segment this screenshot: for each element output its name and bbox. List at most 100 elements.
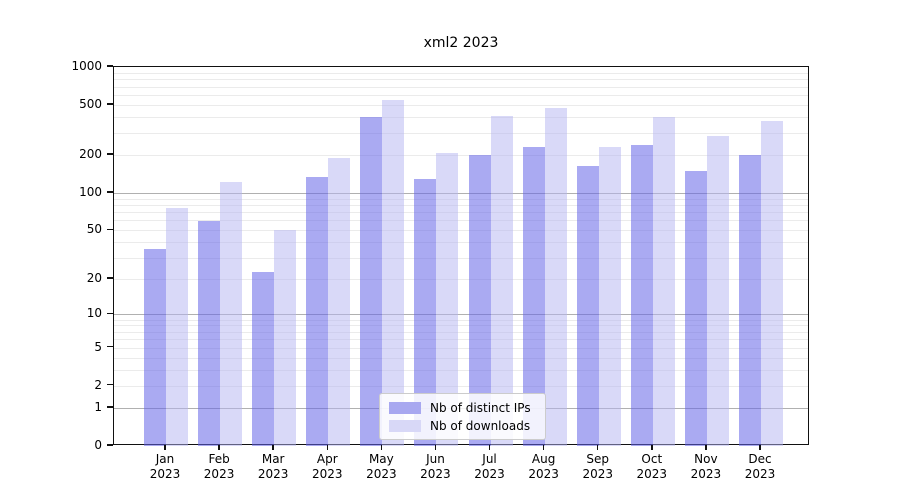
y-tick-label-200: 200: [79, 147, 102, 162]
x-tick-jul: [488, 445, 491, 450]
x-tick-jan: [164, 445, 166, 450]
x-tick-apr: [326, 445, 328, 450]
gridline-minor-3: [114, 369, 808, 371]
gridline-major-100: [114, 192, 808, 194]
x-tick-year: 2023: [366, 467, 397, 481]
gridline-minor-5: [114, 347, 808, 349]
bar-distinct-ips-dec: [738, 154, 761, 446]
x-tick-year: 2023: [149, 467, 181, 481]
x-tick-month: Aug: [531, 452, 556, 466]
legend-entry-downloads: Nb of downloads: [389, 417, 536, 434]
gridline-minor-900: [114, 72, 808, 74]
x-tick-jun: [434, 445, 437, 450]
bar-distinct-ips-nov: [684, 171, 707, 446]
y-tick-label-1000: 1000: [71, 59, 102, 73]
y-tick-label-100: 100: [79, 184, 102, 199]
plot-area: [113, 66, 809, 446]
gridline-minor-400: [114, 117, 808, 119]
x-tick-label-apr: Apr 2023: [297, 452, 357, 482]
gridline-minor-8: [114, 325, 808, 327]
y-tick-label-0: 0: [94, 438, 102, 452]
x-tick-oct: [651, 445, 653, 450]
x-tick-label-jun: Jun 2023: [405, 452, 465, 482]
y-tick-label-20: 20: [86, 270, 102, 285]
bar-distinct-ips-jun: [414, 178, 437, 446]
gridline-minor-2: [114, 385, 808, 387]
legend: Nb of distinct IPs Nb of downloads: [379, 393, 546, 440]
legend-label-distinct-ips: Nb of distinct IPs: [430, 400, 531, 415]
gridline-minor-800: [114, 79, 808, 81]
bar-distinct-ips-apr: [306, 176, 329, 446]
x-tick-label-may: May 2023: [351, 452, 411, 482]
x-tick-feb: [218, 445, 220, 450]
bar-distinct-ips-oct: [630, 145, 653, 446]
legend-swatch-distinct-ips: [389, 401, 421, 414]
x-tick-month: Jul: [482, 452, 497, 466]
x-tick-year: 2023: [203, 467, 235, 481]
gridline-minor-300: [114, 132, 808, 134]
gridline-minor-200: [114, 155, 808, 157]
bar-downloads-aug: [544, 108, 567, 446]
bar-downloads-feb: [220, 182, 243, 446]
gridline-minor-50: [114, 230, 808, 232]
bar-distinct-ips-jan: [144, 249, 166, 446]
y-tick-1: [107, 406, 113, 408]
y-tick-5: [107, 346, 113, 348]
x-tick-sep: [597, 445, 599, 450]
x-tick-nov: [705, 445, 707, 450]
y-tick-200: [107, 153, 113, 155]
chart-title: xml2 2023: [423, 35, 499, 51]
x-tick-month: Nov: [694, 452, 718, 466]
x-tick-month: Dec: [748, 452, 772, 466]
x-tick-label-feb: Feb 2023: [189, 452, 249, 482]
x-tick-dec: [759, 445, 761, 450]
x-tick-label-aug: Aug 2023: [514, 452, 574, 482]
bar-distinct-ips-aug: [522, 147, 545, 446]
x-tick-year: 2023: [744, 467, 776, 481]
gridline-minor-30: [114, 257, 808, 259]
bar-downloads-jun: [436, 152, 459, 446]
y-tick-500: [107, 103, 113, 105]
x-tick-month: Apr: [316, 452, 338, 466]
x-tick-label-dec: Dec 2023: [730, 452, 790, 482]
gridline-minor-70: [114, 212, 808, 214]
y-tick-100: [107, 191, 113, 193]
bar-downloads-apr: [328, 158, 351, 446]
x-tick-label-sep: Sep 2023: [568, 452, 628, 482]
legend-entry-distinct-ips: Nb of distinct IPs: [389, 399, 536, 416]
gridline-minor-90: [114, 198, 808, 200]
x-tick-month: Jan: [155, 452, 175, 466]
x-tick-label-jan: Jan 2023: [135, 452, 195, 482]
x-tick-month: Feb: [208, 452, 230, 466]
x-tick-month: Mar: [261, 452, 285, 466]
bar-downloads-jul: [490, 115, 513, 446]
gridline-minor-7: [114, 331, 808, 333]
y-tick-1000: [107, 65, 113, 67]
bar-distinct-ips-jul: [468, 154, 491, 446]
x-tick-month: May: [368, 452, 394, 466]
x-tick-label-mar: Mar 2023: [243, 452, 303, 482]
y-tick-label-2: 2: [94, 377, 102, 392]
x-tick-label-jul: Jul 2023: [460, 452, 520, 482]
gridline-minor-600: [114, 94, 808, 96]
y-tick-label-1: 1: [94, 399, 102, 414]
bar-distinct-ips-feb: [198, 221, 221, 446]
x-tick-month: Jun: [426, 452, 445, 466]
bar-downloads-oct: [652, 116, 675, 446]
bar-downloads-may: [382, 100, 405, 446]
legend-label-downloads: Nb of downloads: [430, 418, 531, 433]
x-tick-label-nov: Nov 2023: [676, 452, 736, 482]
y-tick-2: [107, 384, 113, 386]
y-tick-0: [107, 444, 113, 446]
x-tick-month: Sep: [586, 452, 610, 466]
x-tick-may: [380, 445, 383, 450]
gridline-minor-500: [114, 104, 808, 106]
bar-downloads-nov: [706, 135, 729, 446]
x-tick-month: Oct: [641, 452, 663, 466]
gridline-minor-80: [114, 204, 808, 206]
x-tick-mar: [272, 445, 274, 450]
x-tick-year: 2023: [311, 467, 343, 481]
bar-downloads-jan: [166, 208, 188, 446]
y-tick-20: [107, 277, 113, 279]
x-tick-year: 2023: [582, 467, 613, 481]
